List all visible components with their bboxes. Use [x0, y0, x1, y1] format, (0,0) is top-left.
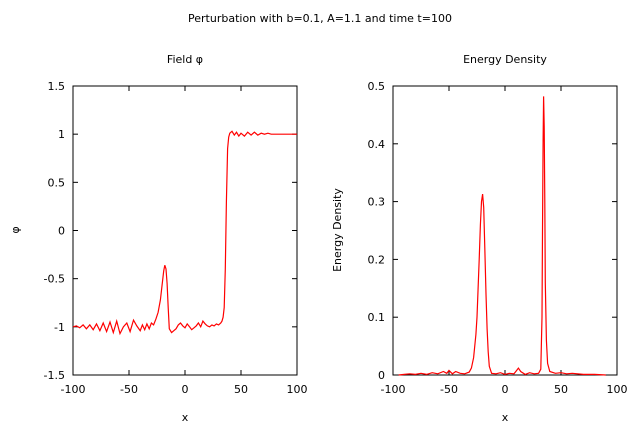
field-phi-x-tick-label: 50 — [234, 383, 248, 396]
energy-density-y-tick-label: 0.5 — [368, 80, 386, 93]
field-phi-y-tick-label: -1.5 — [44, 369, 65, 382]
energy-density-y-axis-label: Energy Density — [331, 188, 344, 272]
field-phi-x-tick-label: 0 — [182, 383, 189, 396]
energy-density-series-line — [398, 96, 606, 376]
energy-density-y-tick-label: 0.4 — [368, 138, 386, 151]
field-phi-y-tick-label: 1.5 — [48, 80, 66, 93]
field-phi-x-tick-label: -100 — [61, 383, 86, 396]
energy-density-ticks — [392, 85, 618, 376]
field-phi-title: Field φ — [167, 53, 203, 66]
energy-density-y-tick-labels: 0 0.1 0.2 0.3 0.4 0.5 — [368, 80, 386, 382]
energy-density-x-tick-label: -100 — [381, 383, 406, 396]
field-phi-y-tick-label: -0.5 — [44, 273, 65, 286]
field-phi-x-tick-labels: -100 -50 0 50 100 — [61, 383, 308, 396]
energy-density-x-axis-label: x — [502, 411, 509, 424]
energy-density-y-tick-label: 0.3 — [368, 196, 386, 209]
energy-density-y-tick-label: 0.1 — [368, 311, 386, 324]
field-phi-y-tick-labels: -1.5 -1 -0.5 0 0.5 1 1.5 — [44, 80, 65, 382]
energy-density-x-tick-label: 50 — [554, 383, 568, 396]
energy-density-x-tick-label: 0 — [502, 383, 509, 396]
field-phi-y-axis-label: φ — [9, 226, 22, 233]
energy-density-title: Energy Density — [463, 53, 547, 66]
field-phi-x-tick-label: 100 — [287, 383, 308, 396]
energy-density-y-tick-label: 0.2 — [368, 253, 386, 266]
energy-density-y-tick-label: 0 — [378, 369, 385, 382]
field-phi-y-tick-label: 0.5 — [48, 176, 66, 189]
field-phi-series-line — [72, 130, 297, 336]
energy-density-x-tick-labels: -100 -50 0 50 100 — [381, 383, 628, 396]
energy-density-x-tick-label: -50 — [440, 383, 458, 396]
field-phi-chart: Field φ -100 -50 0 50 100 -1.5 -1 -0.5 0 0.5 1 1.5… — [9, 53, 308, 424]
field-phi-y-tick-label: 0 — [58, 225, 65, 238]
figure-title: Perturbation with b=0.1, A=1.1 and time … — [188, 12, 452, 25]
field-phi-y-tick-label: -1 — [54, 321, 65, 334]
field-phi-x-tick-label: -50 — [120, 383, 138, 396]
field-phi-y-tick-label: 1 — [58, 128, 65, 141]
energy-density-plot-frame — [392, 85, 618, 376]
energy-density-chart: Energy Density -100 -50 0 50 100 00.10.20.30… — [331, 53, 628, 424]
energy-density-x-tick-label: 100 — [607, 383, 628, 396]
field-phi-x-axis-label: x — [182, 411, 189, 424]
